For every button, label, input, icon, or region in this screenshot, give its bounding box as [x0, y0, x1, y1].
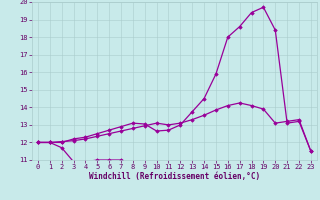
X-axis label: Windchill (Refroidissement éolien,°C): Windchill (Refroidissement éolien,°C) [89, 172, 260, 181]
